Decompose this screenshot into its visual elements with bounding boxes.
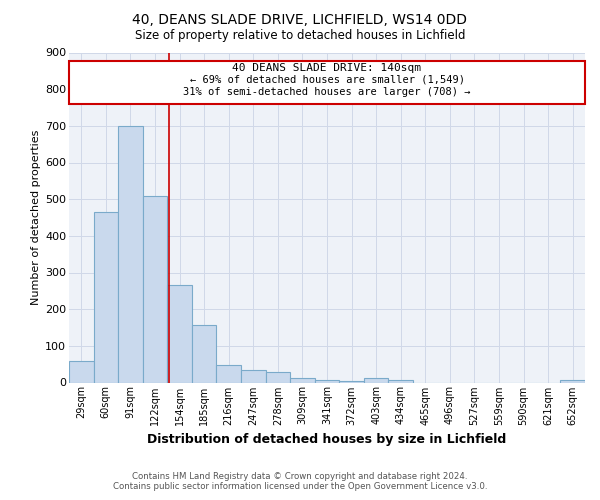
Text: 31% of semi-detached houses are larger (708) →: 31% of semi-detached houses are larger (… [183,86,471,97]
Bar [364,378,388,382]
X-axis label: Distribution of detached houses by size in Lichfield: Distribution of detached houses by size … [148,433,506,446]
Bar [143,196,167,382]
Bar [290,378,315,382]
Bar [241,370,266,382]
Text: 40 DEANS SLADE DRIVE: 140sqm: 40 DEANS SLADE DRIVE: 140sqm [233,64,421,74]
Bar [192,324,217,382]
Bar [388,380,413,382]
Bar [217,366,241,382]
Bar [315,380,339,382]
Bar [69,360,94,382]
Bar [560,380,585,382]
Text: ← 69% of detached houses are smaller (1,549): ← 69% of detached houses are smaller (1,… [190,75,464,85]
Bar [167,286,192,382]
Bar [69,60,585,104]
Bar [266,372,290,382]
Text: Size of property relative to detached houses in Lichfield: Size of property relative to detached ho… [135,29,465,42]
Bar [118,126,143,382]
Bar [94,212,118,382]
Text: 40, DEANS SLADE DRIVE, LICHFIELD, WS14 0DD: 40, DEANS SLADE DRIVE, LICHFIELD, WS14 0… [133,12,467,26]
Text: Contains HM Land Registry data © Crown copyright and database right 2024.
Contai: Contains HM Land Registry data © Crown c… [113,472,487,491]
Y-axis label: Number of detached properties: Number of detached properties [31,130,41,305]
